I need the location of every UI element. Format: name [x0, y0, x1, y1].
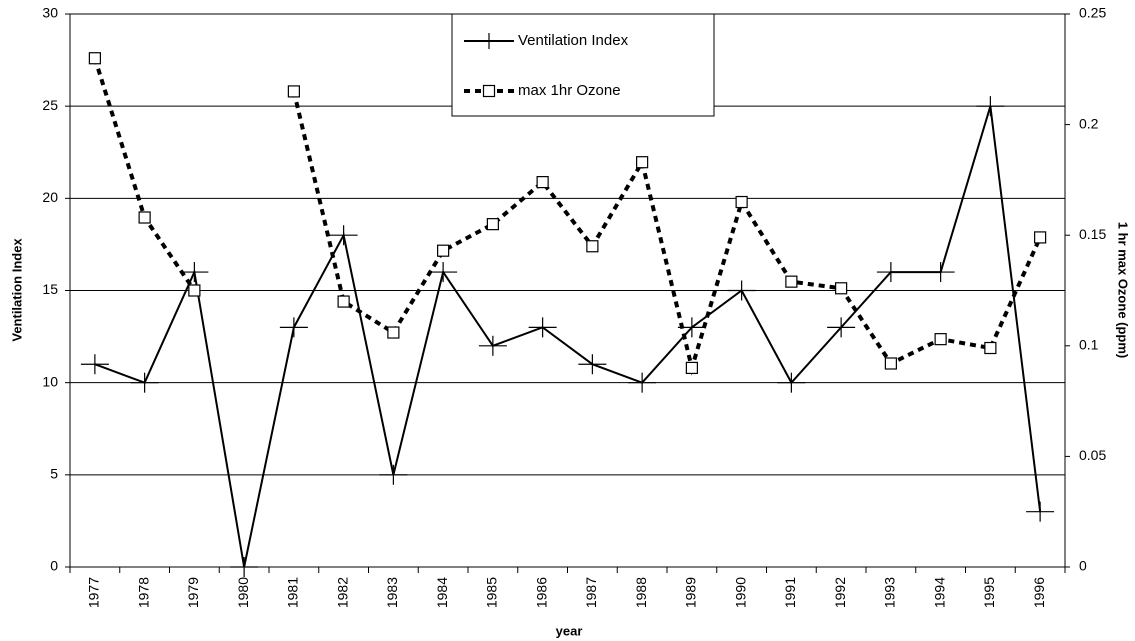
plus-marker — [80, 354, 109, 375]
plus-marker — [279, 317, 308, 338]
y-tick-label: 0 — [50, 558, 58, 574]
y-tick-label: 10 — [42, 373, 58, 389]
square-marker — [735, 195, 748, 209]
legend-box — [451, 13, 715, 117]
x-tick-label: 1987 — [583, 577, 599, 608]
square-marker — [1034, 231, 1047, 244]
square-marker — [685, 361, 698, 375]
plus-marker — [180, 262, 209, 283]
legend-label: Ventilation Index — [518, 32, 629, 49]
x-tick-label: 1992 — [832, 577, 848, 608]
y-tick-label: 20 — [42, 189, 58, 205]
plus-marker — [429, 262, 458, 283]
plus-marker — [1026, 501, 1055, 522]
x-tick-label: 1989 — [683, 577, 699, 608]
square-marker — [884, 357, 897, 370]
plus-marker — [528, 317, 557, 338]
square-marker — [934, 333, 947, 346]
square-marker — [437, 244, 450, 257]
y2-tick-label: 0.05 — [1079, 447, 1106, 463]
y2-tick-label: 0.1 — [1079, 337, 1099, 353]
square-marker — [287, 85, 300, 98]
plus-marker — [329, 225, 358, 246]
plus-marker — [876, 262, 905, 283]
x-tick-label: 1985 — [484, 577, 500, 608]
square-marker — [536, 176, 549, 189]
y-tick-label: 25 — [42, 97, 58, 113]
plus-marker — [130, 372, 159, 393]
x-tick-label: 1993 — [882, 577, 898, 608]
x-axis-title: year — [556, 623, 583, 638]
x-tick-label: 1984 — [434, 577, 450, 608]
x-tick-label: 1978 — [135, 577, 151, 608]
y-axis-title: Ventilation Index — [9, 238, 24, 342]
plus-marker — [230, 557, 259, 577]
square-marker — [835, 282, 848, 295]
x-tick-label: 1994 — [931, 577, 947, 608]
square-marker — [188, 284, 201, 297]
plus-marker — [976, 96, 1005, 117]
y2-tick-label: 0.2 — [1079, 115, 1099, 131]
x-tick-label: 1979 — [185, 577, 201, 608]
square-marker — [88, 52, 101, 65]
plus-marker — [379, 464, 408, 485]
x-tick-label: 1980 — [235, 577, 251, 608]
x-tick-label: 1983 — [384, 577, 400, 608]
square-marker — [785, 275, 798, 288]
plus-marker — [926, 262, 955, 283]
square-marker — [636, 156, 649, 169]
square-marker — [138, 211, 151, 224]
x-tick-label: 1977 — [86, 577, 102, 608]
x-tick-label: 1996 — [1031, 577, 1047, 608]
y-tick-label: 5 — [50, 466, 58, 482]
y2-tick-label: 0.15 — [1079, 226, 1106, 242]
x-tick-label: 1981 — [285, 577, 301, 608]
y2-tick-label: 0.25 — [1079, 5, 1106, 21]
y-tick-label: 30 — [42, 5, 58, 21]
x-tick-label: 1995 — [981, 577, 997, 608]
x-tick-label: 1986 — [533, 577, 549, 608]
square-marker — [586, 240, 599, 253]
square-marker — [387, 326, 400, 339]
series-line — [94, 105, 1042, 568]
legend-marker — [482, 84, 496, 98]
plus-marker — [478, 335, 507, 356]
square-marker — [984, 341, 997, 355]
x-tick-label: 1991 — [782, 577, 798, 608]
square-marker — [486, 218, 499, 231]
plus-marker — [578, 354, 607, 375]
plus-marker — [727, 280, 756, 301]
y2-axis-title: 1 hr max Ozone (ppm) — [1116, 222, 1131, 359]
legend-label: max 1hr Ozone — [518, 82, 621, 99]
plus-marker — [827, 317, 856, 338]
square-marker — [337, 295, 350, 308]
x-tick-label: 1988 — [633, 577, 649, 608]
x-tick-label: 1990 — [732, 577, 748, 608]
plus-marker — [628, 372, 657, 393]
y2-tick-label: 0 — [1079, 558, 1087, 574]
series-line — [291, 90, 1042, 376]
y-tick-label: 15 — [42, 281, 58, 297]
plus-marker — [777, 372, 806, 393]
x-tick-label: 1982 — [334, 577, 350, 608]
